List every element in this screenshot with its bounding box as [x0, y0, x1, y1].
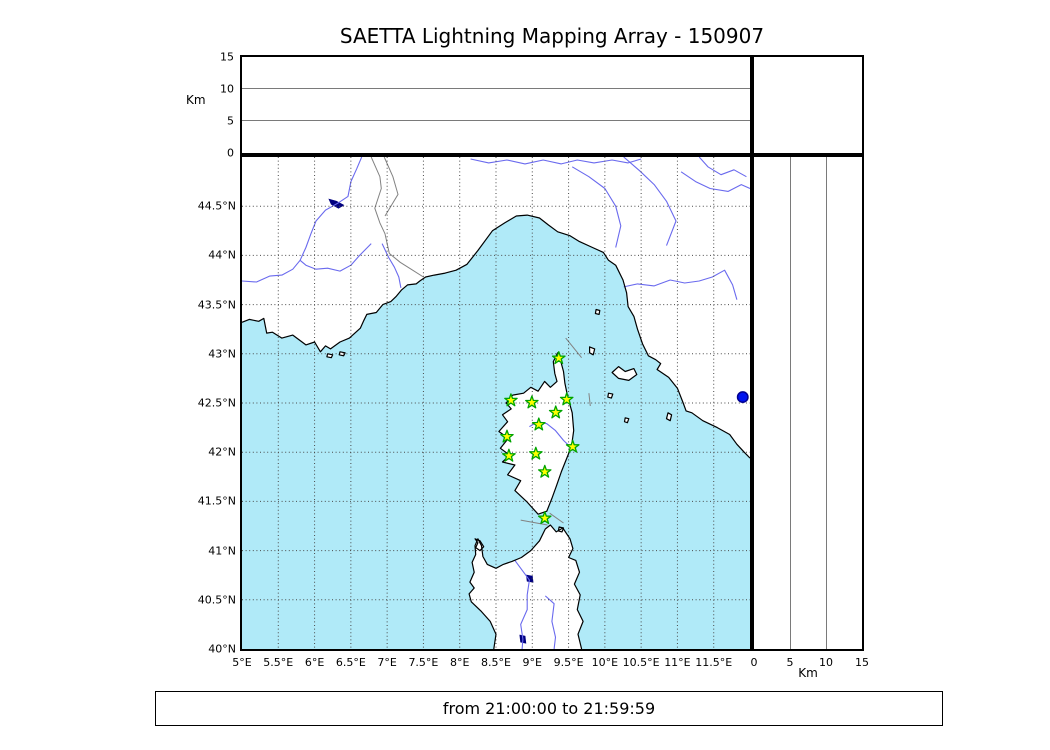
lon-tick-6.5: 6.5°E [335, 656, 366, 669]
lat-tick-43: 43°N [208, 347, 236, 361]
maddalena-island-coast [557, 526, 565, 533]
geographic-map [242, 157, 750, 649]
pianosa-island-coast [607, 392, 614, 399]
lma-station-marker-11 [537, 464, 552, 478]
alt-gridline-10km [242, 88, 750, 89]
montecristo-island-coast [623, 417, 630, 424]
lon-tick-10: 10°E [591, 656, 619, 669]
river-reno [680, 171, 750, 192]
hyeres-island-2-coast [338, 351, 346, 357]
lon-tick-8.5: 8.5°E [481, 656, 511, 669]
alt-gridline-5km [242, 120, 750, 121]
lma-station-marker-3 [525, 395, 539, 409]
km-axis-label: Km [798, 666, 818, 680]
hyeres-island-1-coast [326, 353, 334, 359]
lon-tick-5.5: 5.5°E [263, 656, 294, 669]
lma-station-marker-7 [500, 429, 514, 443]
lat-tick-42.5: 42.5°N [197, 396, 236, 410]
lma-station-marker-8 [565, 439, 580, 453]
time-range-box: from 21:00:00 to 21:59:59 [155, 691, 943, 726]
border-france-italy [370, 157, 424, 278]
lma-station-marker-5 [548, 405, 563, 419]
lma-station-marker-9 [529, 446, 543, 460]
river-coghinas [514, 560, 530, 649]
giglio-island-coast [665, 412, 673, 422]
alt-tick-0: 0 [227, 146, 234, 160]
sardinia-land-fill [469, 525, 584, 649]
lon-tick-9.5: 9.5°E [553, 656, 584, 669]
river-po [470, 158, 642, 165]
lat-tick-42: 42°N [208, 445, 236, 459]
altitude-axis-label: Km [186, 93, 206, 107]
altitude-longitude-panel [240, 55, 754, 157]
alt-gridline-right-10km [826, 157, 827, 649]
river-tirso [544, 595, 557, 649]
lat-tick-41: 41°N [208, 544, 236, 558]
river-verdon [299, 243, 372, 272]
altitude-latitude-panel [754, 153, 864, 651]
lat-tick-41.5: 41.5°N [197, 494, 236, 508]
river-durance [242, 157, 363, 283]
capraia-island-coast [589, 346, 596, 356]
mainland-land-fill [242, 157, 750, 459]
lat-tick-40.5: 40.5°N [197, 593, 236, 607]
elba-island-coast [611, 366, 638, 381]
asinara-island-coast [474, 538, 485, 552]
lon-tick-5: 5°E [232, 656, 252, 669]
figure-title: SAETTA Lightning Mapping Array - 150907 [339, 24, 765, 48]
lon-tick-8: 8°E [449, 656, 470, 669]
lon-tick-10.5: 10.5°E [622, 656, 660, 669]
lma-station-marker-6 [531, 417, 546, 431]
lon-tick-11.5: 11.5°E [695, 656, 733, 669]
boundary-seg-east [588, 393, 591, 407]
lma-station-marker-4 [559, 392, 574, 406]
lma-station-marker-10 [502, 448, 516, 462]
lon-tick-6: 6°E [304, 656, 325, 669]
river-adige [698, 157, 747, 178]
blue-dot-marker [736, 391, 749, 404]
lat-tick-44: 44°N [208, 248, 236, 262]
corner-panel [754, 55, 864, 157]
lon-tick-11: 11°E [664, 656, 691, 669]
corsica-island-coast [498, 352, 575, 515]
lma-station-marker-1 [551, 351, 566, 365]
boundary-seg-bonifacio-w [520, 519, 548, 526]
border-branch [383, 157, 399, 217]
lon-tick-7.5: 7.5°E [408, 656, 439, 669]
mainland-coast [242, 214, 750, 459]
alt-tick-5: 5 [227, 114, 234, 128]
lon-tick-7: 7°E [377, 656, 397, 669]
lma-station-marker-2 [504, 393, 518, 407]
river-magra [571, 166, 622, 248]
lake-coghinas [526, 574, 534, 583]
sardinia-coast [468, 524, 584, 649]
alt-tick-15: 15 [220, 50, 234, 64]
river-arno [623, 269, 738, 300]
lat-tick-43.5: 43.5°N [197, 298, 236, 312]
map-panel [240, 153, 754, 651]
km-tick-15: 15 [855, 656, 869, 669]
river-var [381, 243, 402, 289]
lma-station-marker-12 [537, 511, 552, 525]
lon-tick-9: 9°E [522, 656, 542, 669]
km-tick-0: 0 [750, 656, 758, 669]
alt-gridline-right-5km [790, 157, 791, 649]
lat-tick-44.5: 44.5°N [197, 199, 236, 213]
lat-tick-40: 40°N [208, 642, 236, 656]
river-secchia [623, 157, 677, 246]
time-range-text: from 21:00:00 to 21:59:59 [442, 699, 656, 718]
boundary-seg-bonifacio-e [549, 512, 564, 524]
corsica-island-fill [498, 352, 574, 515]
gorgona-island-coast [594, 308, 601, 315]
